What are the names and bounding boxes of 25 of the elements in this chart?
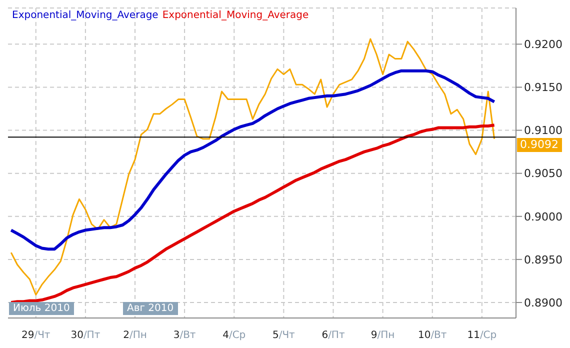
x-tick-label: 6/Пт: [322, 330, 345, 341]
x-tick-label: 30/Пт: [70, 330, 100, 341]
y-tick-label: 0.9000: [524, 210, 562, 224]
x-tick-label: 10/Вт: [418, 330, 447, 341]
y-tick-label: 0.9200: [524, 38, 562, 52]
x-tick-label: 5/Чт: [272, 330, 296, 341]
x-tick-label: 3/Вт: [173, 330, 196, 341]
x-tick-label: 29/Чт: [21, 330, 50, 341]
line-series: [10, 124, 496, 304]
y-tick-label: 0.9150: [524, 81, 562, 94]
y-tick-label: 0.9050: [524, 167, 562, 180]
x-tick-label: 9/Пн: [370, 330, 395, 341]
y-tick-label: 0.9100: [524, 124, 562, 138]
x-tick-label: 11/Ср: [467, 330, 497, 341]
line-series: [10, 69, 496, 251]
line-series: [10, 38, 496, 296]
text: Exponential_Moving_Average: [12, 10, 158, 21]
y-tick-label: 0.8900: [524, 296, 562, 310]
x-tick-label: 4/Ср: [222, 330, 246, 341]
annotation: Июль 2010: [9, 302, 74, 315]
y-tick-label: 0.8950: [524, 253, 562, 266]
ref-line-label: 0.9092: [517, 138, 562, 152]
annotation: Авг 2010: [123, 302, 178, 315]
x-tick-label: 2/Пн: [123, 330, 147, 341]
text: Exponential_Moving_Average: [162, 10, 309, 21]
